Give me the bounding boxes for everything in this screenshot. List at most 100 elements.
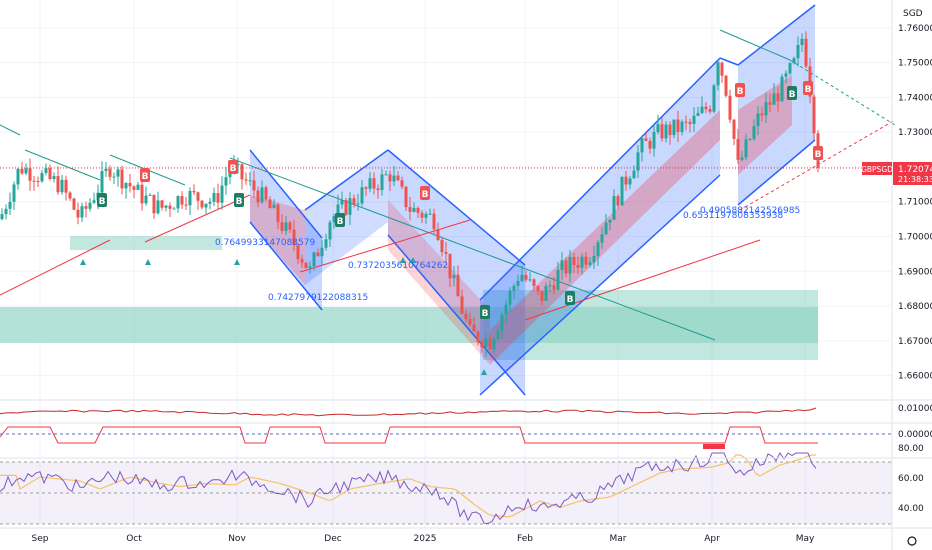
candle-body — [296, 245, 300, 260]
candle-body — [252, 180, 256, 191]
candle-body — [624, 176, 628, 185]
candle-body — [544, 286, 548, 301]
signal-badge-label: B — [789, 90, 796, 100]
candle-body — [568, 257, 572, 274]
candle-body — [664, 124, 668, 139]
candle-body — [48, 168, 52, 180]
candle-body — [456, 274, 460, 297]
last-price-tag — [893, 162, 932, 185]
candle-body — [316, 252, 320, 257]
candle-body — [512, 285, 516, 291]
time-tick-label: 2025 — [414, 534, 437, 544]
channel-fill — [738, 5, 815, 205]
signal-badge-label: B — [142, 172, 149, 182]
signal-badge-label: B — [236, 197, 243, 207]
candle-body — [288, 222, 292, 230]
candle-body — [440, 239, 444, 253]
candle-body — [716, 62, 720, 86]
candle-body — [588, 262, 592, 265]
candle-body — [12, 184, 16, 202]
candle-body — [404, 186, 408, 208]
signal-badge — [234, 193, 244, 207]
candle-body — [160, 200, 164, 208]
candle-body — [796, 44, 800, 59]
candle-body — [20, 168, 24, 174]
trend-line — [229, 157, 716, 341]
candle-body — [508, 290, 512, 305]
candle-body — [100, 171, 104, 193]
signal-badge-label: B — [805, 85, 812, 95]
price-tick-label: 1.66000 — [898, 372, 932, 382]
candle-body — [28, 168, 32, 181]
candle-body — [88, 202, 92, 209]
signal-badge — [97, 193, 107, 207]
candle-body — [496, 330, 500, 340]
candle-body — [516, 281, 520, 286]
channel-fill — [250, 195, 305, 285]
candle-body — [592, 255, 596, 263]
candle-body — [520, 274, 524, 282]
candle-body — [628, 178, 632, 185]
candle-body — [196, 192, 200, 201]
candle-body — [148, 194, 152, 196]
candle-body — [416, 207, 420, 213]
candle-body — [672, 119, 676, 136]
candle-body — [104, 168, 108, 172]
trend-line — [299, 219, 471, 273]
candle-body — [448, 253, 452, 279]
oscillator-panes — [0, 407, 892, 525]
candle-body — [460, 296, 464, 314]
up-marker — [400, 257, 406, 263]
candle-body — [484, 338, 488, 348]
candle-body — [332, 216, 336, 223]
annotations: 0.7649933147088579 0.7427979122088315 0.73… — [215, 206, 800, 303]
candle-body — [756, 113, 760, 127]
gear-icon — [907, 536, 917, 546]
candle-body — [276, 204, 280, 223]
candle-body — [712, 85, 716, 112]
candle-body — [560, 260, 564, 270]
price-tick-label: 1.74000 — [898, 93, 932, 103]
candle-body — [564, 260, 568, 274]
candle-body — [320, 247, 324, 257]
candle-body — [348, 198, 352, 215]
fib-annotation: 0.4905882142526985 — [700, 206, 800, 216]
candle-body — [304, 262, 308, 268]
candle-body — [356, 203, 360, 205]
candle-body — [136, 184, 140, 190]
candle-body — [804, 38, 808, 67]
symbol-tag — [862, 162, 892, 175]
step-line — [0, 426, 818, 444]
candle-body — [152, 194, 156, 214]
signal-badge — [787, 86, 797, 100]
candle-body — [240, 164, 244, 180]
candle-body — [108, 168, 112, 177]
candle-body — [172, 208, 176, 210]
trend-line — [24, 149, 101, 181]
signal-badge-label: B — [99, 197, 106, 207]
candle-body — [500, 314, 504, 331]
price-tick-label: 1.70000 — [898, 233, 932, 243]
candle-body — [696, 112, 700, 116]
support-zone — [70, 236, 222, 250]
candle-body — [156, 200, 160, 214]
candle-body — [344, 200, 348, 215]
fib-annotation: 0.7427979122088315 — [268, 293, 368, 303]
candle-body — [524, 274, 528, 280]
up-marker — [410, 257, 416, 263]
support-zones — [0, 236, 818, 360]
signal-badge-label: B — [482, 309, 489, 319]
candle-body — [284, 222, 288, 231]
candle-body — [700, 106, 704, 113]
candle-body — [364, 187, 368, 189]
candle-body — [340, 200, 344, 205]
signal-badge-label: B — [737, 87, 744, 97]
candle-body — [300, 259, 304, 263]
candle-body — [188, 190, 192, 206]
support-zone — [483, 290, 818, 360]
candle-body — [680, 121, 684, 132]
candle-body — [180, 196, 184, 205]
candle-body — [60, 179, 64, 193]
candle-body — [792, 58, 796, 64]
